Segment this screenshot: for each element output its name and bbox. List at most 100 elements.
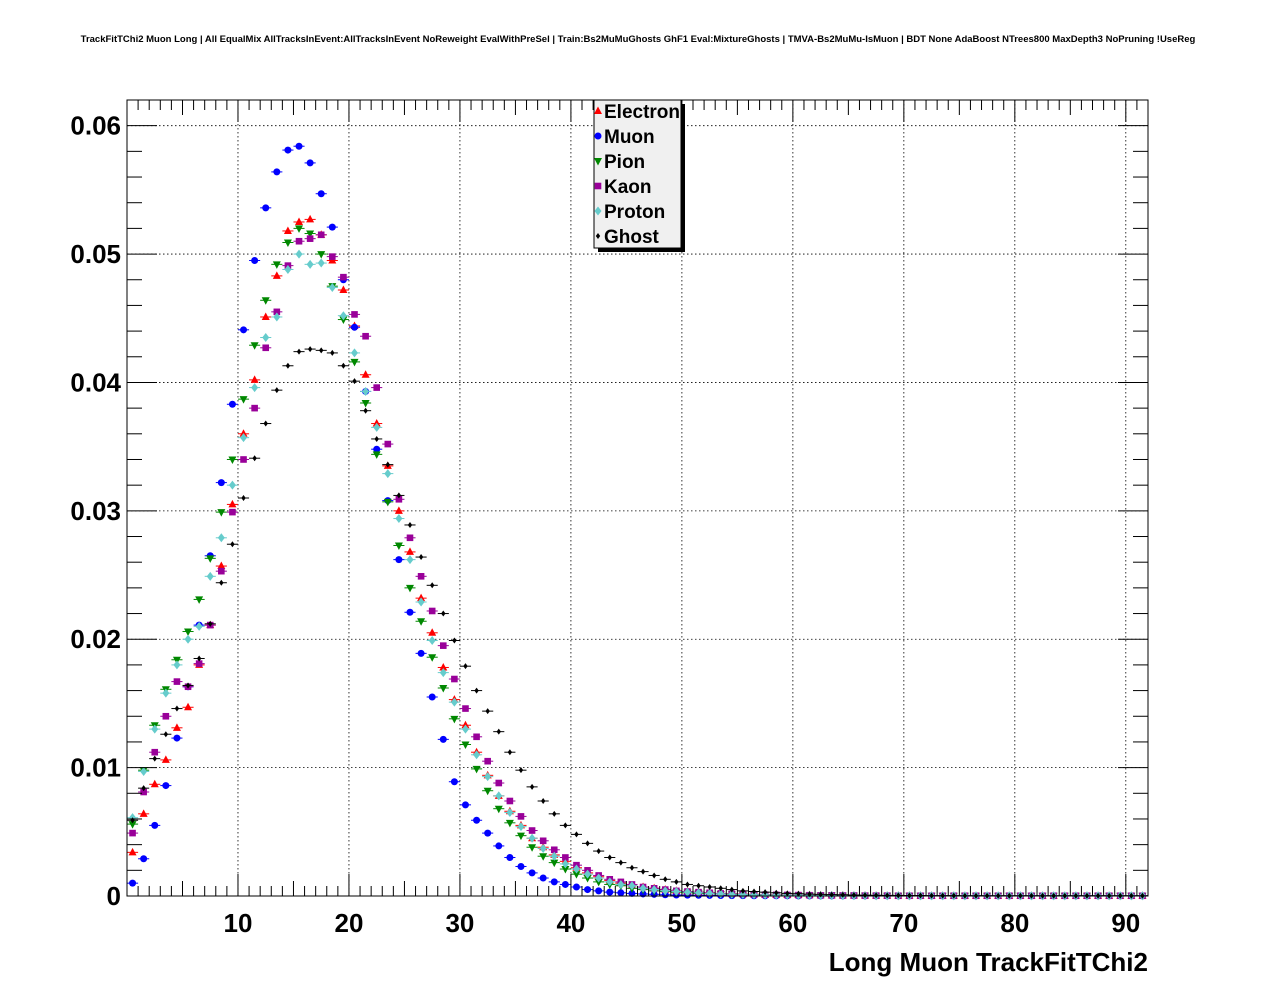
x-tick-label: 40 (556, 908, 585, 938)
data-point (428, 654, 437, 662)
data-point (217, 479, 225, 487)
data-point (618, 859, 624, 866)
data-point (505, 819, 514, 828)
data-point (695, 888, 703, 898)
data-point (606, 877, 614, 887)
data-point (339, 285, 348, 294)
data-point (574, 831, 579, 838)
data-point (328, 282, 336, 292)
data-point (394, 542, 403, 551)
data-point (572, 864, 580, 874)
data-point (151, 748, 159, 756)
data-point (628, 889, 636, 897)
legend-marker (594, 206, 602, 216)
data-point (285, 362, 291, 369)
data-point (539, 874, 547, 882)
data-point (228, 499, 237, 508)
data-point (328, 223, 336, 231)
data-point (395, 556, 403, 564)
data-point (428, 693, 436, 701)
data-point (173, 678, 181, 685)
data-point (283, 226, 292, 234)
data-point (317, 251, 326, 259)
legend-label: Kaon (604, 177, 652, 198)
data-point (685, 881, 690, 888)
data-point (195, 621, 203, 631)
data-point (640, 868, 646, 875)
data-point (751, 888, 757, 895)
data-point (363, 407, 368, 414)
y-tick-label: 0.03 (70, 496, 121, 526)
data-point (295, 142, 303, 150)
data-point (195, 596, 204, 604)
data-point (250, 342, 259, 350)
data-point (372, 419, 381, 427)
data-point (561, 880, 569, 888)
data-point (295, 249, 303, 259)
data-point (550, 851, 558, 861)
legend-label: Muon (604, 127, 655, 148)
y-tick-label: 0.02 (70, 624, 121, 654)
data-point (539, 843, 547, 853)
data-point (462, 705, 469, 712)
data-point (306, 235, 314, 242)
data-point (441, 610, 446, 617)
data-point (228, 456, 237, 464)
data-point (329, 253, 336, 260)
data-point (428, 636, 436, 646)
legend-label: Ghost (604, 227, 660, 248)
data-point (528, 827, 536, 834)
data-point (361, 399, 370, 408)
data-point (284, 146, 292, 154)
data-point (241, 495, 246, 501)
legend-entry-ghost: Ghost (595, 227, 660, 248)
data-point (262, 333, 270, 343)
series-kaon (127, 231, 1148, 900)
data-point (296, 348, 302, 355)
data-point (372, 451, 381, 459)
data-point (750, 890, 758, 900)
data-point (340, 273, 347, 281)
data-point (251, 383, 259, 393)
chart-title: TrackFitTChi2 Muon Long | All EqualMix A… (81, 34, 1196, 45)
data-point (239, 396, 248, 404)
data-point (272, 271, 281, 279)
legend-entries: Electron Muon Pion Kaon Proton Ghost (594, 102, 680, 248)
data-point (528, 844, 537, 852)
data-point (606, 888, 614, 896)
data-point (495, 791, 503, 801)
data-point (629, 864, 635, 871)
data-point (350, 358, 359, 367)
y-tick-label: 0.06 (70, 111, 121, 141)
data-point (174, 705, 180, 712)
legend-entry-muon: Muon (594, 127, 655, 148)
data-point (162, 782, 170, 790)
data-point (583, 875, 592, 883)
data-point (251, 404, 258, 412)
data-point (362, 386, 370, 396)
data-point (540, 797, 546, 804)
data-point (139, 809, 148, 817)
data-point (172, 723, 181, 731)
data-point (161, 755, 170, 763)
data-point (230, 541, 235, 548)
x-axis-title: Long Muon TrackFitTChi2 (829, 947, 1148, 977)
data-point (873, 892, 879, 899)
data-point (528, 833, 536, 843)
data-point (184, 628, 193, 637)
data-point (406, 534, 414, 542)
data-point (262, 344, 270, 352)
data-point (185, 682, 191, 689)
data-point (250, 375, 259, 383)
data-point (628, 881, 636, 891)
data-point (729, 886, 735, 893)
data-point (295, 225, 304, 233)
data-point (141, 785, 146, 792)
data-point (417, 618, 426, 626)
data-point (474, 687, 479, 694)
data-point (262, 204, 270, 212)
y-tick-label: 0.04 (70, 367, 121, 397)
data-point (218, 567, 225, 575)
data-point (439, 685, 448, 693)
data-point (472, 765, 481, 774)
